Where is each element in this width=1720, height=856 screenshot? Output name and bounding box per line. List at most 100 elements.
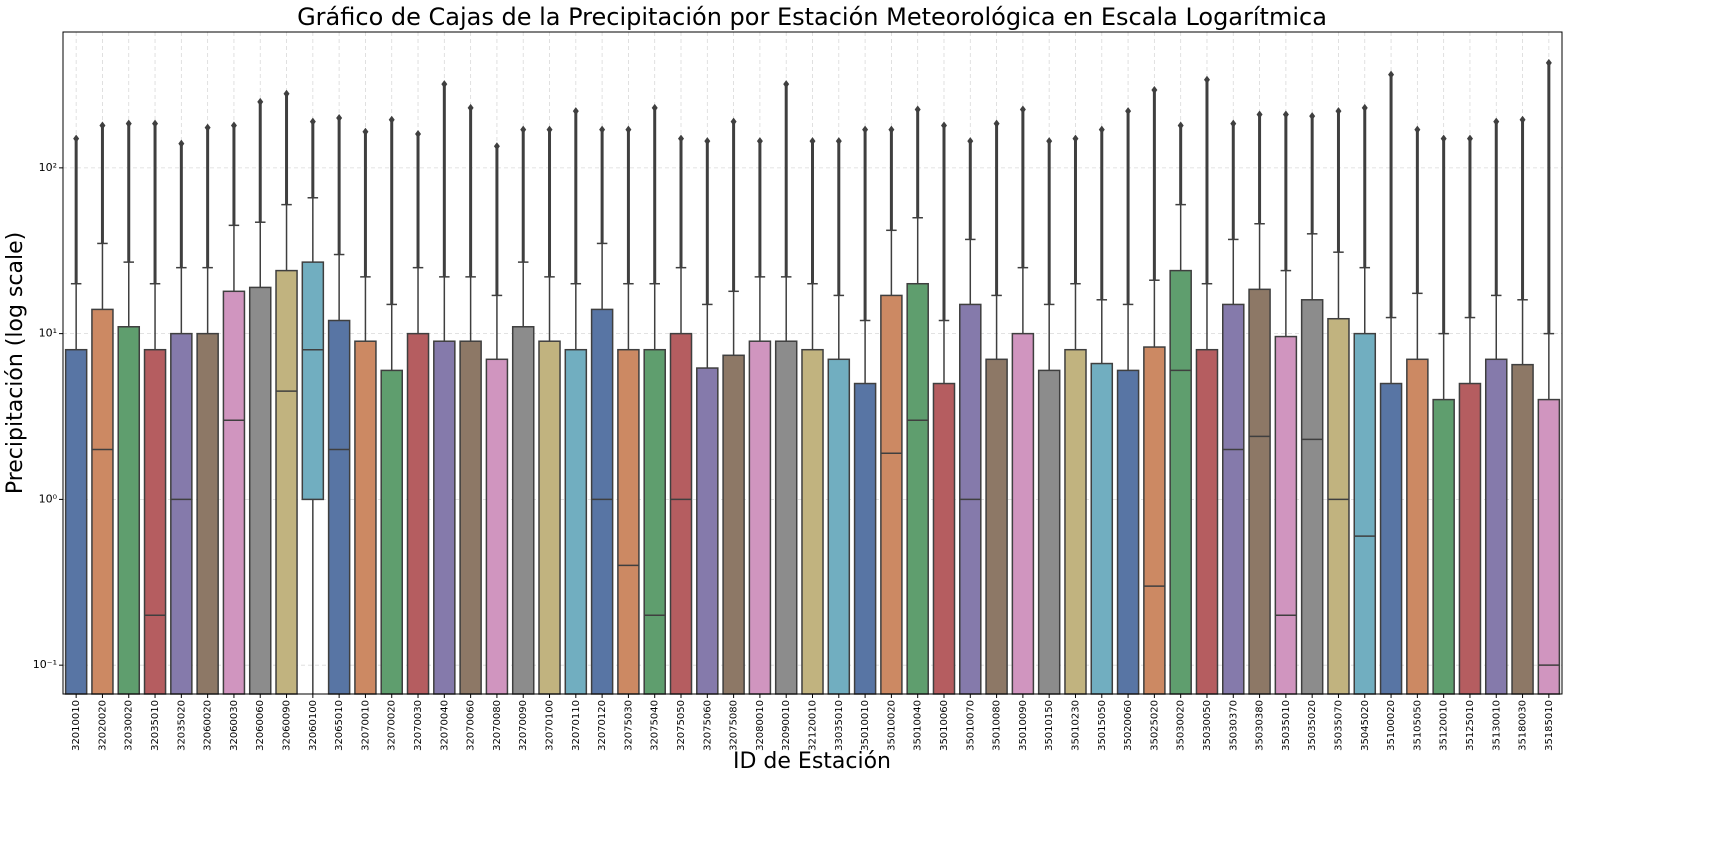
- x-tick-label: 32010010: [71, 700, 82, 751]
- box: [1274, 335, 1298, 695]
- outlier: [1098, 125, 1105, 134]
- outlier: [783, 80, 790, 89]
- box: [1116, 369, 1140, 695]
- outlier: [546, 125, 553, 134]
- outlier: [1019, 105, 1026, 114]
- x-tick-label: 35030050: [1202, 700, 1213, 751]
- x-tick-label: 32070040: [439, 700, 450, 751]
- box: [617, 348, 640, 695]
- x-tick-label: 32075050: [676, 700, 687, 751]
- box: [1458, 382, 1482, 695]
- x-tick-label: 32060100: [308, 700, 319, 751]
- x-tick-label: 32075060: [702, 700, 713, 751]
- box: [170, 332, 193, 695]
- outlier: [940, 121, 947, 130]
- box: [932, 382, 956, 695]
- x-tick-label: 32060090: [282, 700, 293, 751]
- x-tick-label: 32120010: [808, 700, 819, 751]
- x-tick-label: 32070100: [545, 700, 556, 751]
- box: [485, 358, 509, 695]
- outlier: [178, 139, 185, 148]
- x-tick-label: 32075080: [729, 700, 740, 751]
- outlier: [967, 137, 974, 146]
- box: [669, 332, 693, 695]
- box: [1353, 332, 1377, 695]
- outlier: [204, 123, 211, 132]
- x-tick-label: 32070030: [413, 700, 424, 751]
- x-tick-label: 32035020: [176, 700, 187, 751]
- x-tick-label: 32080010: [755, 700, 766, 751]
- box: [222, 290, 246, 695]
- box: [827, 358, 851, 695]
- box: [880, 294, 903, 695]
- outlier: [651, 103, 658, 112]
- outlier: [520, 125, 527, 134]
- box: [196, 332, 219, 695]
- y-tick-label: 10⁰: [39, 492, 58, 505]
- x-tick-label: 35130010: [1491, 700, 1502, 751]
- box: [511, 326, 535, 695]
- outlier: [388, 115, 395, 124]
- x-tick-label: 35020060: [1123, 700, 1134, 751]
- x-tick-label: 32070090: [518, 700, 529, 751]
- outlier: [1230, 119, 1237, 128]
- outlier: [888, 125, 895, 134]
- outlier: [99, 121, 106, 130]
- x-tick-label: 32070010: [360, 700, 371, 751]
- outlier: [309, 117, 316, 126]
- x-tick-label: 35125010: [1465, 700, 1476, 751]
- outlier: [625, 125, 632, 134]
- x-tick-label: 32070060: [466, 700, 477, 751]
- x-tick-label: 35030370: [1228, 700, 1239, 751]
- box: [1432, 398, 1455, 695]
- outlier: [73, 134, 80, 143]
- outlier: [1388, 70, 1395, 79]
- box: [64, 348, 88, 695]
- outlier: [230, 121, 237, 130]
- x-tick-label: 32075030: [623, 700, 634, 751]
- y-tick-label: 10¹: [39, 327, 57, 340]
- x-tick-label: 35030020: [1176, 700, 1187, 751]
- outlier: [152, 119, 159, 128]
- outlier: [283, 89, 290, 98]
- x-tick-label: 35010230: [1070, 700, 1081, 751]
- x-tick-label: 32035010: [150, 700, 161, 751]
- outlier: [1335, 107, 1342, 116]
- outlier: [1203, 75, 1210, 84]
- box: [696, 367, 719, 695]
- x-tick-label: 32070080: [492, 700, 503, 751]
- box: [1090, 362, 1114, 695]
- box: [1511, 363, 1534, 695]
- outlier: [1282, 110, 1289, 119]
- box: [722, 354, 745, 695]
- outlier: [441, 80, 448, 89]
- x-tick-label: 35180030: [1518, 700, 1529, 751]
- box: [1379, 382, 1403, 695]
- box: [564, 348, 588, 695]
- box: [459, 340, 482, 695]
- x-tick-label: 35010150: [1044, 700, 1055, 751]
- outlier: [730, 117, 737, 126]
- x-tick-label: 35010090: [1018, 700, 1029, 751]
- outlier: [1125, 107, 1132, 116]
- outlier: [1519, 115, 1526, 124]
- x-tick-label: 35035010: [1281, 700, 1292, 751]
- x-tick-label: 32070120: [597, 700, 608, 751]
- x-tick-label: 32020020: [97, 700, 108, 751]
- outlier: [1309, 112, 1316, 121]
- x-tick-label: 33035010: [834, 700, 845, 751]
- x-tick-label: 35100020: [1386, 700, 1397, 751]
- x-tick-label: 35010060: [939, 700, 950, 751]
- chart-title: Gráfico de Cajas de la Precipitación por…: [297, 3, 1327, 31]
- outlier: [1466, 134, 1473, 143]
- box: [143, 348, 167, 695]
- box: [1327, 317, 1350, 695]
- outlier: [1256, 110, 1263, 119]
- outlier: [1046, 137, 1053, 146]
- box: [354, 340, 377, 695]
- x-tick-label: 35120010: [1439, 700, 1450, 751]
- box: [327, 319, 351, 695]
- outlier: [599, 125, 606, 134]
- x-tick-label: 35025020: [1149, 700, 1160, 751]
